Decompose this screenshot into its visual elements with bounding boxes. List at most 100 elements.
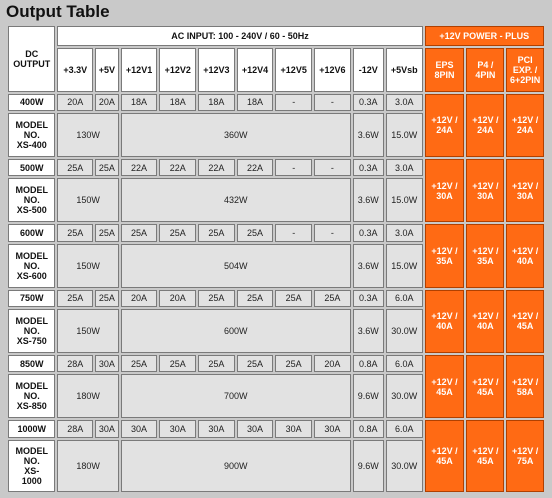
watts-row: MODEL NO. XS-600 150W 504W 3.6W 15.0W bbox=[8, 243, 544, 288]
amp-value: - bbox=[275, 159, 313, 177]
model-name: MODEL NO. XS-850 bbox=[8, 374, 56, 419]
amp-value: 30A bbox=[95, 355, 119, 373]
dc-output-header: DC OUTPUT bbox=[8, 26, 56, 92]
amp-value: 30A bbox=[236, 420, 274, 438]
plus-value: +12V / 24A bbox=[506, 93, 544, 158]
amp-value: 25A bbox=[236, 355, 274, 373]
wattage-label: 500W bbox=[8, 159, 56, 177]
amp-value: 25A bbox=[198, 289, 235, 308]
amp-value: 22A bbox=[236, 159, 274, 177]
plus-value: +12V / 40A bbox=[506, 224, 544, 288]
column-header: +5Vsb bbox=[385, 47, 423, 92]
amp-value: 0.3A bbox=[352, 289, 384, 308]
plus-value: +12V / 35A bbox=[424, 224, 465, 288]
amp-value: 25A bbox=[57, 224, 94, 242]
amp-value: 20A bbox=[159, 289, 197, 308]
amps-row: 600W 25A 25A 25A 25A 25A 25A - -0.3A 3.0A +12V / 3… bbox=[8, 224, 544, 288]
amp-value: 20A bbox=[314, 355, 351, 373]
amp-value: 22A bbox=[120, 159, 158, 177]
amp-value: 25A bbox=[314, 289, 351, 308]
watt-value-minus12v: 3.6W bbox=[352, 243, 384, 288]
column-header: +12V4 bbox=[236, 47, 274, 92]
amp-value: 25A bbox=[159, 224, 197, 242]
watt-value-12v: 600W bbox=[120, 309, 351, 354]
amp-value: 25A bbox=[275, 355, 313, 373]
watt-value-5vsb: 30.0W bbox=[385, 439, 423, 492]
watts-row: MODEL NO. XS-500 150W 432W 3.6W 15.0W bbox=[8, 178, 544, 223]
page-title: Output Table bbox=[6, 2, 110, 21]
amp-value: - bbox=[314, 159, 351, 177]
model-name: MODEL NO. XS- 1000 bbox=[8, 439, 56, 492]
watt-value-3v3-5v: 150W bbox=[57, 243, 119, 288]
amp-value: 18A bbox=[120, 93, 158, 112]
output-table: DC OUTPUT AC INPUT: 100 - 240V / 60 - 50… bbox=[6, 24, 546, 494]
watts-row: MODEL NO. XS-850 180W 700W 9.6W 30.0W bbox=[8, 374, 544, 419]
plus-column-header: EPS 8PIN bbox=[424, 47, 465, 92]
watt-value-5vsb: 15.0W bbox=[385, 178, 423, 223]
amp-value: 18A bbox=[236, 93, 274, 112]
amp-value: 0.8A bbox=[352, 355, 384, 373]
amp-value: 30A bbox=[159, 420, 197, 438]
amp-value: 28A bbox=[57, 420, 94, 438]
amp-value: 25A bbox=[95, 289, 119, 308]
amp-value: 3.0A bbox=[385, 93, 423, 112]
amp-value: 25A bbox=[120, 224, 158, 242]
plus-value: +12V / 24A bbox=[424, 93, 465, 158]
plus-column-header: PCI EXP. / 6+2PIN bbox=[506, 47, 544, 92]
amp-value: 0.3A bbox=[352, 93, 384, 112]
amp-value: 3.0A bbox=[385, 224, 423, 242]
model-name: MODEL NO. XS-750 bbox=[8, 309, 56, 354]
watt-value-12v: 700W bbox=[120, 374, 351, 419]
plus-value: +12V / 35A bbox=[466, 224, 505, 288]
amps-row: 750W 25A 25A 20A 20A 25A 25A 25A 25A 0.3A 6.0A +12V… bbox=[8, 289, 544, 354]
amps-row: 850W 28A 30A 25A 25A 25A 25A 25A 20A 0.8A 6.0A +12V… bbox=[8, 355, 544, 419]
plus-value: +12V / 45A bbox=[466, 355, 505, 419]
watt-value-12v: 504W bbox=[120, 243, 351, 288]
amp-value: 25A bbox=[198, 355, 235, 373]
amp-value: 25A bbox=[95, 224, 119, 242]
amp-value: 25A bbox=[159, 355, 197, 373]
watt-value-3v3-5v: 150W bbox=[57, 178, 119, 223]
amp-value: 25A bbox=[57, 159, 94, 177]
plus-value: +12V / 24A bbox=[466, 93, 505, 158]
watt-value-5vsb: 30.0W bbox=[385, 374, 423, 419]
column-header: +12V6 bbox=[314, 47, 351, 92]
watt-value-12v: 900W bbox=[120, 439, 351, 492]
amps-row: 500W 25A 25A 22A 22A 22A 22A - -0.3A 3.0A +12V / 3… bbox=[8, 159, 544, 223]
wattage-label: 400W bbox=[8, 93, 56, 112]
amp-value: 25A bbox=[120, 355, 158, 373]
watt-value-3v3-5v: 180W bbox=[57, 374, 119, 419]
amp-value: 18A bbox=[159, 93, 197, 112]
column-header: -12V bbox=[352, 47, 384, 92]
ac-input-header: AC INPUT: 100 - 240V / 60 - 50Hz bbox=[57, 26, 423, 46]
watts-row: MODEL NO. XS-400 130W 360W 3.6W 15.0W bbox=[8, 113, 544, 158]
plus-value: +12V / 30A bbox=[506, 159, 544, 223]
amp-value: - bbox=[314, 224, 351, 242]
amp-value: 6.0A bbox=[385, 420, 423, 438]
amp-value: 0.8A bbox=[352, 420, 384, 438]
plus-value: +12V / 75A bbox=[506, 420, 544, 492]
wattage-label: 750W bbox=[8, 289, 56, 308]
wattage-label: 850W bbox=[8, 355, 56, 373]
plus-value: +12V / 45A bbox=[506, 289, 544, 354]
amp-value: - bbox=[275, 224, 313, 242]
amp-value: 25A bbox=[95, 159, 119, 177]
column-header: +12V5 bbox=[275, 47, 313, 92]
watt-value-5vsb: 30.0W bbox=[385, 309, 423, 354]
watt-value-3v3-5v: 150W bbox=[57, 309, 119, 354]
plus-column-header: P4 / 4PIN bbox=[466, 47, 505, 92]
amp-value: 20A bbox=[120, 289, 158, 308]
amp-value: 6.0A bbox=[385, 355, 423, 373]
amp-value: 25A bbox=[198, 224, 235, 242]
column-header: +5V bbox=[95, 47, 119, 92]
watt-value-minus12v: 9.6W bbox=[352, 374, 384, 419]
amp-value: 28A bbox=[57, 355, 94, 373]
column-header: +12V2 bbox=[159, 47, 197, 92]
amp-value: 30A bbox=[95, 420, 119, 438]
amps-row: 400W 20A 20A 18A 18A 18A 18A - -0.3A 3.0A +12V / 2… bbox=[8, 93, 544, 158]
watt-value-12v: 432W bbox=[120, 178, 351, 223]
plus-value: +12V / 30A bbox=[424, 159, 465, 223]
amp-value: - bbox=[275, 93, 313, 112]
watt-value-5vsb: 15.0W bbox=[385, 243, 423, 288]
amp-value: 30A bbox=[314, 420, 351, 438]
